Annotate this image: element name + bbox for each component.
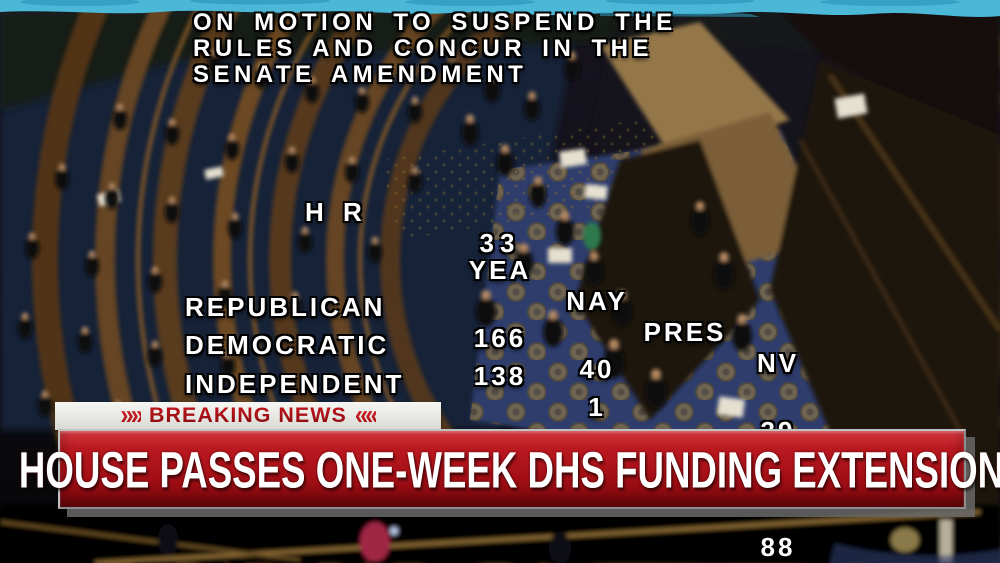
nv-value: 88 [760, 532, 796, 562]
bill-label: H R [305, 197, 368, 227]
bill-number: 33 [479, 228, 521, 258]
nay-value: 40 [579, 354, 615, 384]
row-label: REPUBLICAN [185, 292, 386, 322]
motion-line-2: RULES AND CONCUR IN THE [193, 35, 653, 62]
headline-text: HOUSE PASSES ONE-WEEK DHS FUNDING EXTENS… [19, 440, 1000, 498]
chevrons-right-icon: »» [120, 399, 144, 431]
yea-value: 138 [473, 361, 527, 391]
breaking-news-label: BREAKING NEWS [149, 404, 347, 427]
motion-line-1: ON MOTION TO SUSPEND THE [193, 9, 677, 36]
breaking-news-strip: »» BREAKING NEWS «« [55, 402, 441, 430]
col-yea: YEA [468, 255, 532, 285]
nay-value: 1 [588, 392, 606, 422]
vote-row-republican: REPUBLICAN 166 40 39 [0, 261, 1000, 478]
row-label: INDEPENDENT [185, 369, 405, 399]
yea-value: 166 [473, 323, 527, 353]
col-nay: NAY [566, 286, 628, 316]
row-label: DEMOCRATIC [185, 330, 390, 360]
motion-line-3: SENATE AMENDMENT [193, 61, 528, 88]
vote-table-header: YEA NAY PRES NV [0, 224, 1000, 410]
bill-row: H R 33 [0, 166, 1000, 290]
chevrons-left-icon: «« [354, 399, 379, 431]
col-pres: PRES [643, 317, 727, 347]
col-nv: NV [756, 348, 800, 378]
headline-banner: HOUSE PASSES ONE-WEEK DHS FUNDING EXTENS… [19, 429, 1000, 509]
vote-row-independent: INDEPENDENT [0, 338, 1000, 555]
